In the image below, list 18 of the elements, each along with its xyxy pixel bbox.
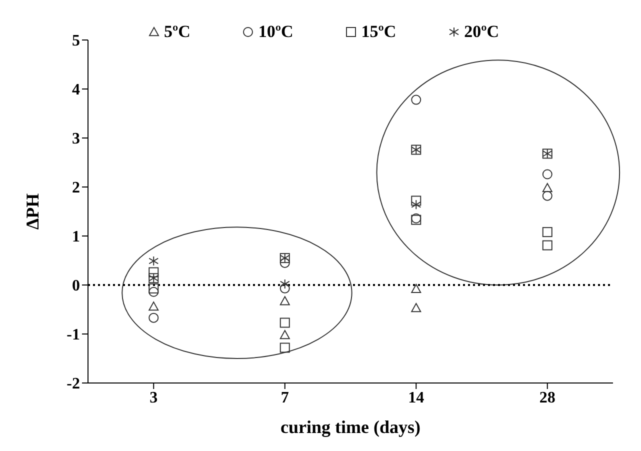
y-tick-label: 5 — [72, 32, 80, 50]
x-tick-label: 28 — [539, 389, 556, 406]
y-axis-title: ΔPH — [22, 193, 42, 230]
y-tick-label: 3 — [72, 130, 80, 148]
y-tick-label: -1 — [66, 326, 80, 344]
legend-label: 20ºC — [464, 22, 500, 42]
x-axis-title: curing time (days) — [280, 417, 420, 437]
y-tick-label: 1 — [72, 228, 80, 246]
y-tick-label: -2 — [66, 376, 80, 393]
y-tick-label: 0 — [72, 278, 80, 295]
y-tick-label: 2 — [72, 180, 80, 197]
legend-label: 5ºC — [164, 22, 190, 42]
x-tick-label: 14 — [408, 389, 424, 406]
legend-label: 10ºC — [258, 22, 294, 42]
legend-label: 15ºC — [361, 22, 396, 42]
y-tick-label: 4 — [72, 82, 80, 99]
x-tick-label: 3 — [150, 389, 158, 406]
x-tick-label: 7 — [280, 389, 289, 406]
